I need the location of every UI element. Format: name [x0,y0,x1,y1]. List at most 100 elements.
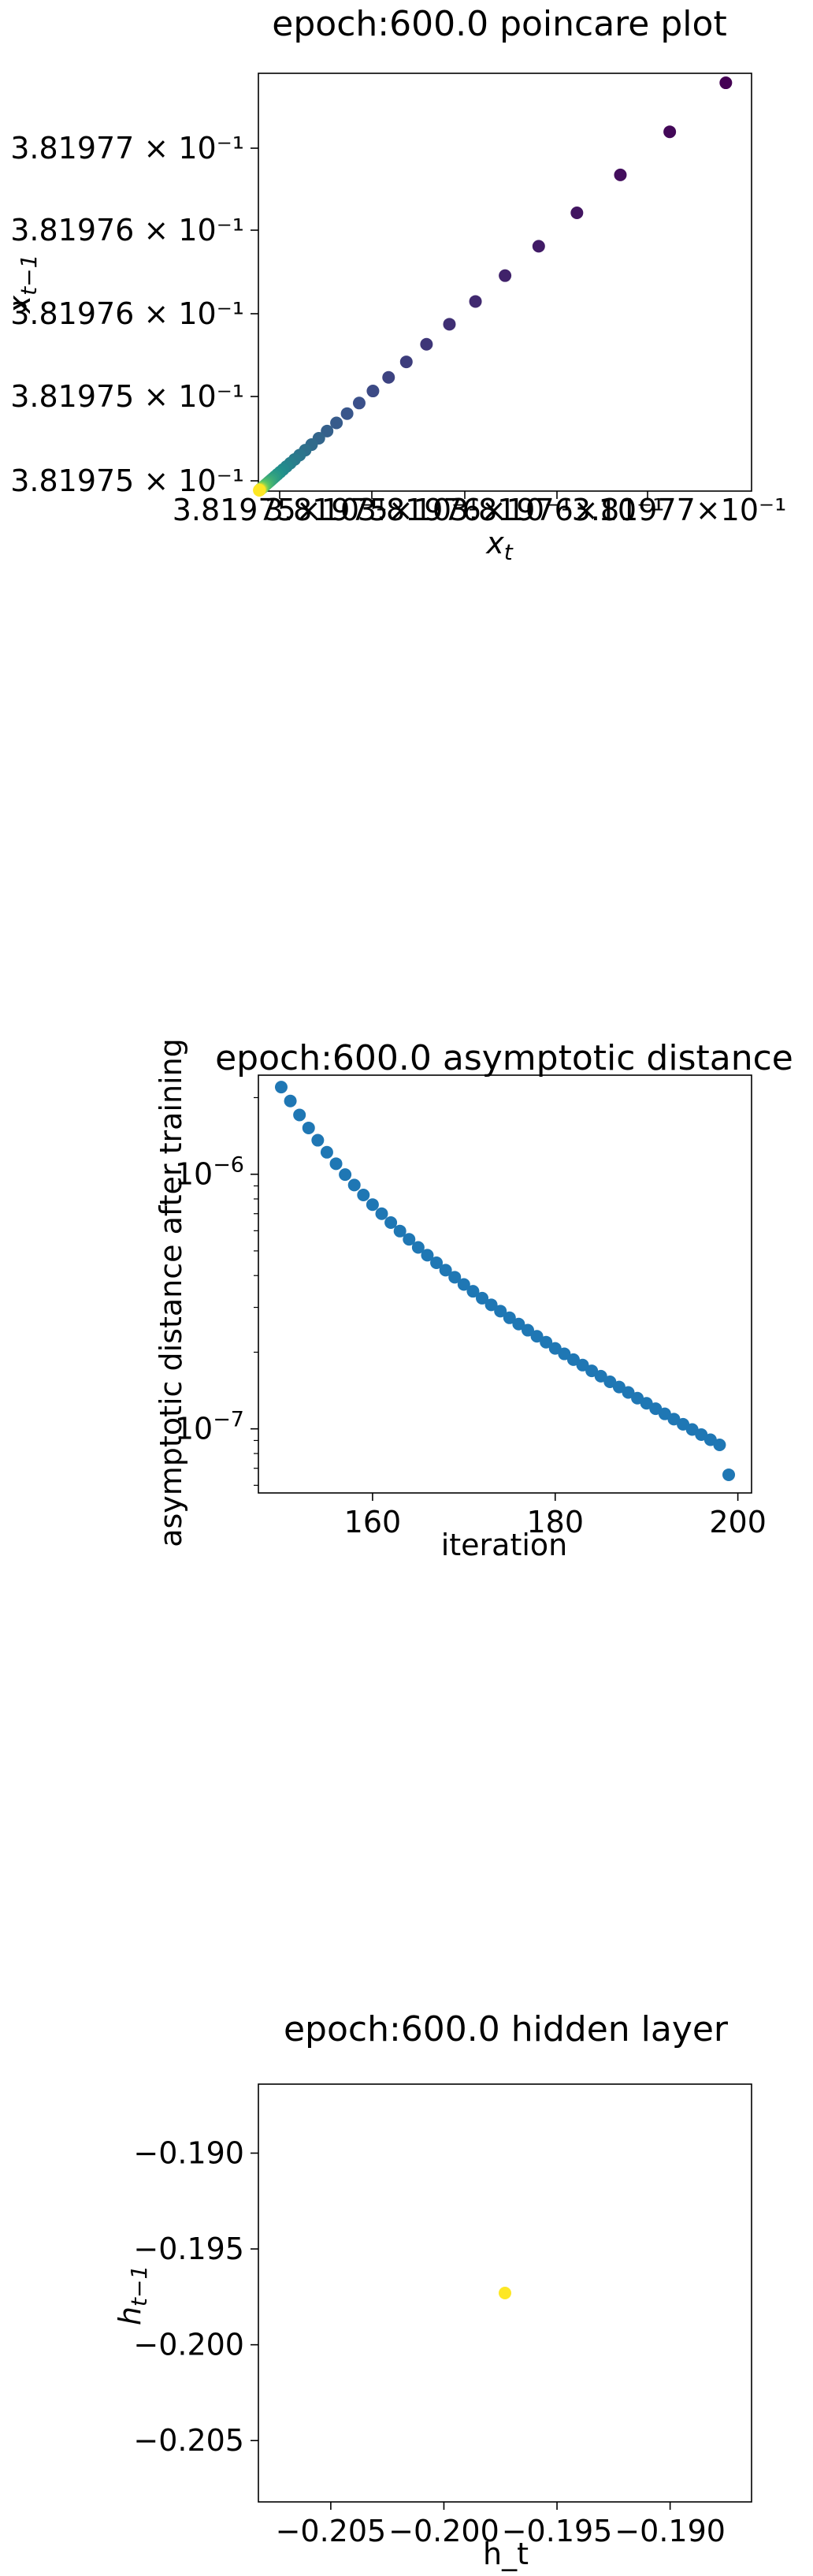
asymptotic-point [540,1335,553,1349]
hidden-layer-y-ticks: −0.190 −0.195 −0.200 −0.205 [133,2136,258,2458]
poincare-point [499,269,512,282]
asymptotic-point [576,1358,589,1372]
asymptotic-point [329,1157,343,1171]
asymptotic-point [512,1317,525,1331]
poincare-title: epoch:600.0 poincare plot [272,4,726,44]
asymptotic-point [421,1249,434,1262]
poincare-point [420,337,433,351]
asymptotic-points [274,1081,736,1481]
poincare-x-tick-label: 3.81977×10⁻¹ [572,493,787,527]
poincare-points [253,76,733,497]
asymptotic-point [284,1094,297,1107]
poincare-point [719,76,733,90]
hidden-layer-y-axis-label: ht−1 [113,2265,152,2325]
poincare-point [614,168,627,181]
poincare-x-tick-label: 3.81975×10⁻¹ [173,493,388,527]
asymptotic-point [667,1413,681,1426]
poincare-chart: epoch:600.0 poincare plot 3.81975 × 10⁻¹… [2,4,786,565]
poincare-point [469,295,482,308]
asymptotic-point [548,1342,562,1355]
hidden-layer-y-tick-label: −0.190 [133,2136,244,2171]
asymptotic-point [339,1168,352,1182]
asymptotic-point [521,1323,534,1337]
poincare-y-tick-label: 3.81977 × 10⁻¹ [10,131,244,166]
hidden-layer-x-tick-label: −0.190 [614,2514,726,2548]
asymptotic-point [293,1108,306,1122]
asymptotic-point [631,1391,644,1405]
asymptotic-point [658,1407,671,1420]
asymptotic-x-tick-label: 180 [526,1505,584,1539]
asymptotic-point [448,1271,462,1284]
asymptotic-distance-chart: epoch:600.0 asymptotic distance 10−7 10−6… [154,1038,793,1562]
poincare-point [382,370,395,384]
asymptotic-point [320,1145,333,1159]
hidden-layer-points [499,2287,511,2299]
asymptotic-point [430,1256,444,1270]
asymptotic-point [274,1081,288,1094]
asymptotic-y-tick-label: 10−7 [175,1408,244,1446]
asymptotic-point [375,1207,388,1220]
asymptotic-point [302,1121,315,1134]
asymptotic-point [393,1224,406,1238]
asymptotic-point [466,1285,480,1298]
asymptotic-point [603,1375,617,1389]
asymptotic-point [439,1264,452,1277]
poincare-x-tick-label: 3.81976×10⁻¹ [358,493,573,527]
asymptotic-point [403,1233,416,1246]
poincare-x-axis-label: xt [485,526,514,565]
hidden-layer-x-tick-label: −0.195 [502,2514,613,2548]
poincare-point [570,207,584,220]
asymptotic-point [649,1402,663,1416]
asymptotic-point [384,1215,398,1229]
poincare-point [443,318,456,331]
asymptotic-point [622,1386,635,1399]
asymptotic-x-tick-label: 160 [344,1505,402,1539]
asymptotic-y-axis-label: asymptotic distance after training [154,1038,188,1547]
hidden-layer-y-tick-label: −0.200 [133,2328,244,2362]
asymptotic-point [411,1241,425,1254]
asymptotic-point [722,1468,736,1481]
hidden-layer-x-tick-label: −0.205 [276,2514,387,2548]
hidden-layer-axes-frame [258,2083,752,2503]
asymptotic-point [366,1198,379,1212]
asymptotic-point [347,1178,361,1192]
asymptotic-y-tick-label: 10−6 [175,1153,244,1192]
asymptotic-point [713,1439,726,1452]
asymptotic-y-ticks: 10−7 10−6 [175,1096,258,1486]
hidden-layer-y-tick-label: −0.205 [133,2423,244,2458]
poincare-y-axis-label: xt−1 [2,255,42,315]
poincare-y-tick-label: 3.81975 × 10⁻¹ [10,463,244,498]
poincare-y-tick-label: 3.81976 × 10⁻¹ [10,296,244,331]
asymptotic-x-axis-label: iteration [441,1528,568,1562]
poincare-point [330,416,343,430]
asymptotic-x-ticks: 160 180 200 [344,1493,767,1539]
hidden-layer-y-tick-label: −0.195 [133,2232,244,2266]
poincare-point [366,385,380,398]
poincare-point [321,424,334,437]
asymptotic-point [311,1134,325,1147]
asymptotic-point [566,1353,580,1366]
asymptotic-title: epoch:600.0 asymptotic distance [215,1038,793,1078]
asymptotic-point [677,1417,690,1431]
poincare-point [399,356,413,369]
poincare-point [352,396,366,410]
hidden-layer-chart: epoch:600.0 hidden layer −0.190−0.195−0.… [113,2009,752,2571]
poincare-point [253,484,266,497]
asymptotic-point [357,1189,370,1201]
poincare-point [663,125,677,139]
asymptotic-point [612,1380,626,1394]
hidden-layer-point [499,2287,511,2299]
hidden-layer-x-tick-label: −0.200 [388,2514,499,2548]
asymptotic-point [484,1298,498,1312]
poincare-point [340,407,354,420]
poincare-axes-frame [258,73,752,492]
hidden-layer-x-axis-label: h_t [483,2537,529,2571]
asymptotic-point [585,1364,599,1378]
asymptotic-point [594,1369,607,1383]
hidden-layer-title: epoch:600.0 hidden layer [284,2009,729,2049]
poincare-x-tick-label: 3.81976×10⁻¹ [450,493,665,527]
poincare-y-tick-label: 3.81975 × 10⁻¹ [10,379,244,414]
asymptotic-x-tick-label: 200 [709,1505,767,1539]
poincare-x-tick-label: 3.81975×10⁻¹ [265,493,480,527]
